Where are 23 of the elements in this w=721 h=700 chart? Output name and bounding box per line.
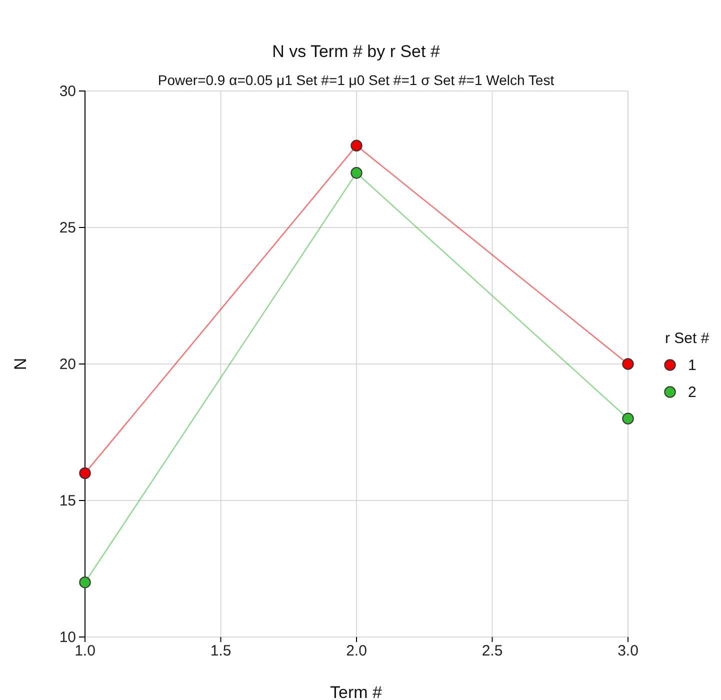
chart-subtitle: Power=0.9 α=0.05 μ1 Set #=1 μ0 Set #=1 σ Set #=1 Welch Test: [158, 72, 554, 88]
x-tick-label: 3.0: [618, 642, 638, 660]
x-tick-label: 1.5: [210, 642, 232, 660]
legend-title: r Set #: [665, 330, 710, 347]
y-tick-label: 15: [59, 492, 76, 510]
legend-label: 1: [688, 357, 696, 374]
y-tick-label: 30: [59, 82, 76, 100]
point: [350, 140, 362, 152]
point: [79, 467, 91, 480]
y-tick-label: 20: [59, 356, 76, 373]
legend-label: 2: [688, 384, 696, 401]
point: [350, 167, 362, 179]
y-tick-label: 25: [59, 219, 76, 236]
x-axis-title: Term #: [330, 683, 383, 700]
x-tick-label: 1.0: [74, 642, 96, 660]
y-tick-label: 10: [59, 628, 76, 646]
point: [79, 576, 91, 588]
x-tick-label: 2.5: [482, 642, 503, 660]
chart-title: N vs Term # by r Set #: [272, 42, 440, 61]
point: [622, 412, 634, 424]
point: [622, 358, 634, 370]
x-tick-label: 2.0: [346, 642, 367, 660]
y-axis-title: N: [11, 358, 30, 370]
